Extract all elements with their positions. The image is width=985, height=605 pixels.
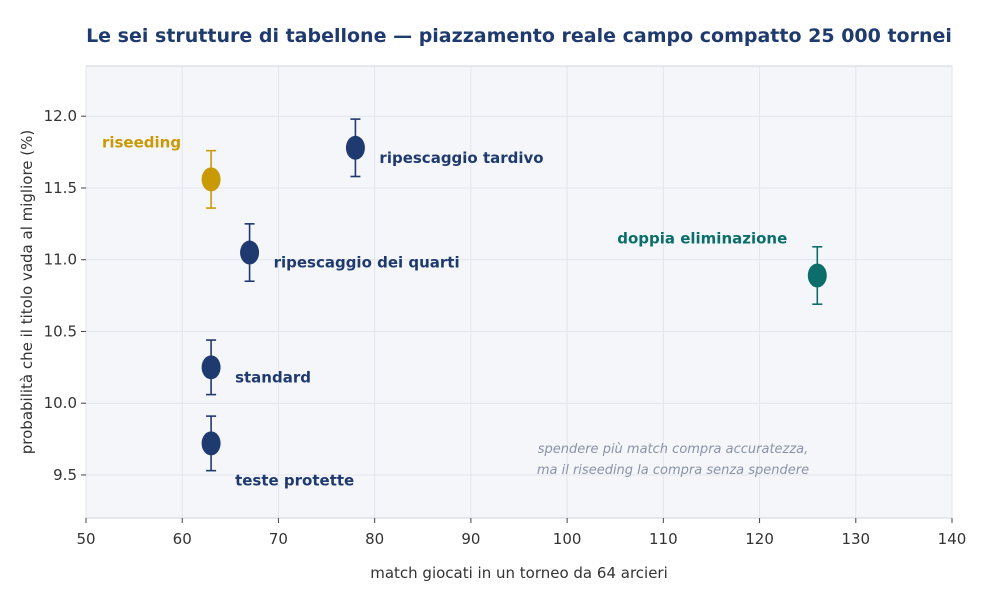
- y-tick-label: 12.0: [44, 107, 77, 125]
- y-tick-label: 10.5: [44, 322, 77, 340]
- point-label: teste protette: [235, 471, 354, 489]
- x-tick-label: 70: [269, 530, 288, 548]
- data-points: [201, 118, 827, 472]
- point-label: ripescaggio tardivo: [379, 149, 543, 167]
- plot-area: [85, 65, 953, 519]
- data-point: [201, 355, 221, 380]
- y-tick-label: 10.0: [44, 394, 77, 412]
- chart-title: Le sei strutture di tabellone — piazzame…: [86, 25, 952, 47]
- x-tick-label: 90: [461, 530, 480, 548]
- data-point: [240, 240, 260, 265]
- point-label: ripescaggio dei quarti: [274, 254, 460, 272]
- y-tick-label: 11.5: [44, 179, 77, 197]
- point-label: riseeding: [102, 133, 181, 151]
- point-label: doppia eliminazione: [617, 229, 787, 247]
- y-axis: 9.5 10.0 10.5 11.0 11.5 12.0: [44, 107, 86, 484]
- x-tick-label: 100: [553, 530, 582, 548]
- point-labels: riseeding ripescaggio tardivo ripescaggio …: [102, 133, 787, 489]
- annotation-line-1: spendere più match compra accuratezza,: [538, 442, 809, 457]
- x-axis-label: match giocati in un torneo da 64 arcieri: [370, 564, 668, 582]
- y-axis-label: probabilità che il titolo vada al miglio…: [18, 130, 36, 454]
- x-tick-label: 110: [649, 530, 678, 548]
- x-tick-label: 140: [938, 530, 967, 548]
- data-point: [201, 431, 221, 456]
- x-tick-label: 130: [841, 530, 870, 548]
- y-tick-label: 11.0: [44, 251, 77, 269]
- data-point: [345, 135, 365, 160]
- x-tick-label: 80: [365, 530, 384, 548]
- annotation-line-2: ma il riseeding la compra senza spendere: [537, 463, 809, 478]
- x-tick-label: 120: [745, 530, 774, 548]
- x-tick-label: 60: [173, 530, 192, 548]
- y-tick-label: 9.5: [53, 466, 77, 484]
- data-point: [807, 263, 827, 288]
- data-point: [201, 167, 221, 192]
- grid: [85, 66, 953, 518]
- x-axis: 50 60 70 80 90 100 110 120 130 140: [76, 518, 966, 548]
- x-tick-label: 50: [76, 530, 95, 548]
- point-label: standard: [235, 368, 311, 386]
